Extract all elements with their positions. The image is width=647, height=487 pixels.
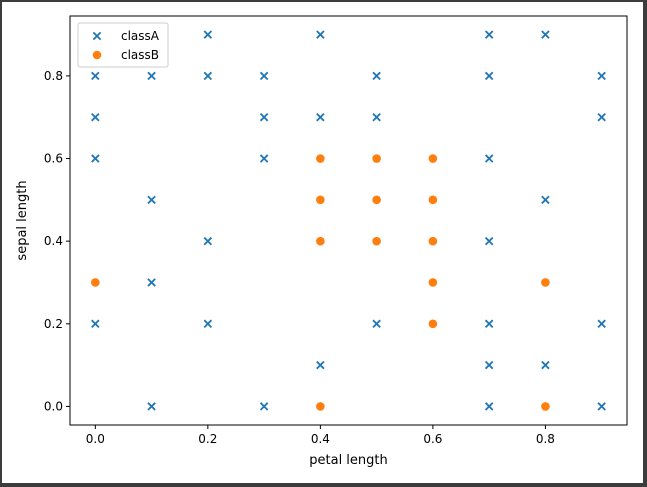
classA-point	[541, 360, 550, 370]
classA-point	[147, 71, 156, 81]
classB-point	[372, 195, 381, 205]
classA-point	[259, 402, 269, 411]
classB-point	[91, 278, 100, 287]
classA-point	[372, 112, 381, 122]
scatter-plot: 0.0 0.2 0.4 0.6 0.8 0.0 0.2 0.4 0.6 0.8 petal le…	[15, 15, 628, 468]
classA-point	[147, 402, 156, 411]
classA-point	[484, 319, 494, 329]
classA-point	[147, 278, 156, 287]
classB-point	[316, 154, 325, 163]
classA-point	[316, 112, 325, 122]
x-axis-ticks: 0.0 0.2 0.4 0.6 0.8	[86, 425, 555, 446]
classB-point	[541, 278, 550, 287]
classB-point	[428, 236, 438, 246]
classA-point	[203, 319, 213, 329]
classA-point	[597, 319, 606, 329]
series-classB	[91, 154, 550, 411]
figure: 0.0 0.2 0.4 0.6 0.8 0.0 0.2 0.4 0.6 0.8 petal le…	[2, 2, 643, 483]
classA-point	[259, 112, 269, 122]
classA-point	[541, 195, 550, 205]
axes-frame	[69, 15, 628, 426]
classA-point	[203, 71, 213, 81]
y-tick-label: 0.2	[44, 317, 63, 331]
x-tick-label: 0.4	[311, 432, 330, 446]
classA-point	[484, 236, 494, 246]
classA-point	[372, 71, 381, 81]
classA-point	[484, 71, 494, 81]
classA-point	[91, 319, 100, 329]
classB-point	[428, 278, 438, 287]
x-tick-label: 0.8	[536, 432, 555, 446]
classA-point	[597, 112, 606, 122]
classA-point	[484, 30, 494, 39]
classB-point	[372, 236, 381, 246]
classA-point	[259, 71, 269, 81]
classA-point	[203, 236, 213, 246]
classB-point	[316, 195, 325, 205]
y-tick-label: 0.0	[44, 399, 63, 413]
classB-point	[428, 195, 438, 205]
classA-point	[597, 71, 606, 81]
x-tick-label: 0.6	[423, 432, 442, 446]
y-tick-label: 0.6	[44, 152, 63, 166]
classA-point	[91, 71, 100, 81]
classA-point	[147, 195, 156, 205]
classB-point	[428, 319, 438, 329]
classA-point	[484, 402, 494, 411]
classB-point	[541, 402, 550, 411]
classA-point	[316, 360, 325, 370]
classA-point	[597, 402, 606, 411]
plot-marks	[91, 30, 606, 411]
classA-point	[259, 154, 269, 163]
x-tick-label: 0.2	[198, 432, 217, 446]
legend: classA classB	[77, 22, 169, 68]
x-axis-label: petal length	[309, 453, 388, 468]
legend-label-classA: classA	[121, 29, 160, 43]
classB-point	[316, 236, 325, 246]
x-tick-label: 0.0	[86, 432, 105, 446]
y-tick-label: 0.8	[44, 69, 63, 83]
series-classA	[91, 30, 606, 411]
classA-point	[541, 30, 550, 39]
classA-point	[316, 30, 325, 39]
y-axis-ticks: 0.0 0.2 0.4 0.6 0.8	[44, 69, 70, 413]
legend-label-classB: classB	[121, 48, 159, 62]
classA-point	[372, 319, 381, 329]
classB-point	[428, 154, 438, 163]
legend-entries: classA classB	[92, 29, 160, 62]
classB-point	[372, 154, 381, 163]
classA-point	[484, 360, 494, 370]
y-axis-label: sepal length	[15, 180, 30, 260]
classA-point	[91, 112, 100, 122]
classA-point	[91, 154, 100, 163]
legend-marker-classB	[92, 50, 102, 60]
classA-point	[203, 30, 213, 39]
classA-point	[484, 154, 494, 163]
y-tick-label: 0.4	[44, 234, 63, 248]
legend-marker-classA	[92, 31, 102, 41]
classB-point	[316, 402, 325, 411]
